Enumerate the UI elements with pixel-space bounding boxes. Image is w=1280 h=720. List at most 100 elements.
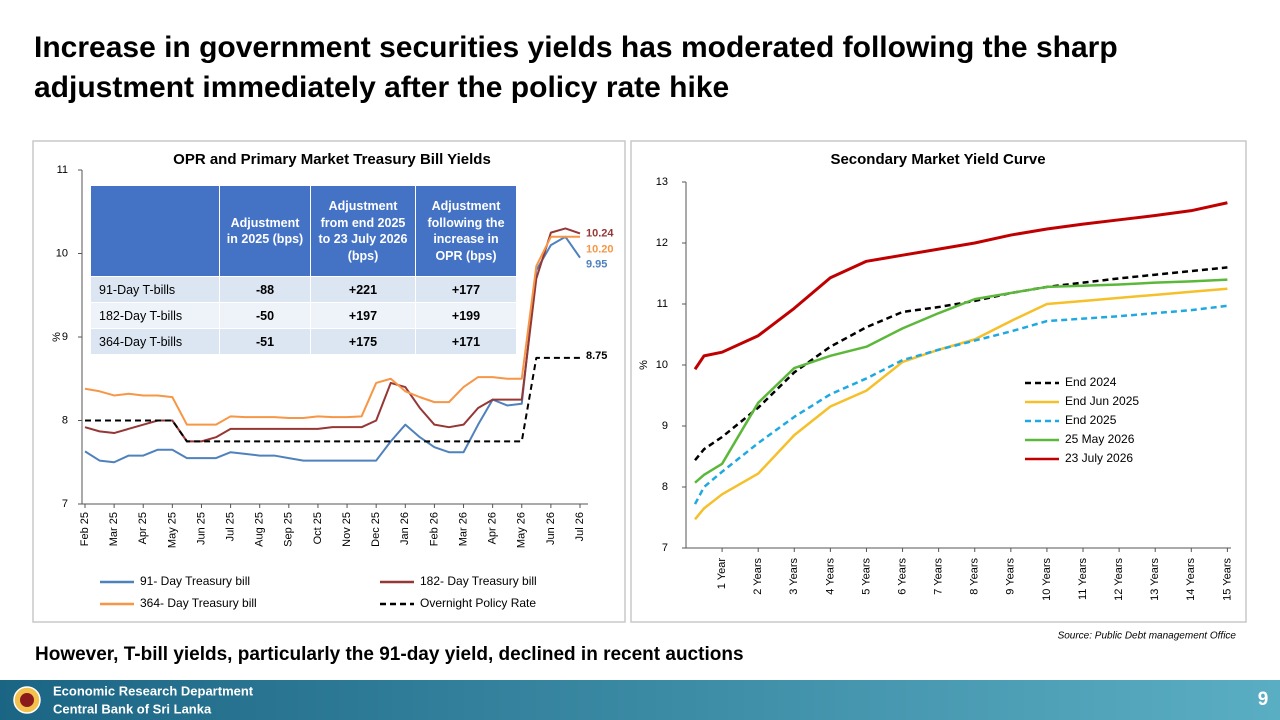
chart-title: OPR and Primary Market Treasury Bill Yie… — [173, 151, 491, 168]
conclusion-note: However, T-bill yields, particularly the… — [35, 644, 744, 665]
x-tick-label: 14 Years — [1185, 558, 1197, 601]
x-tick-label: 6 Years — [896, 558, 908, 595]
slide-title: Increase in government securities yields… — [34, 31, 1118, 104]
series-line — [694, 266, 1228, 461]
table-row: 182-Day T-bills -50 +197 +199 — [90, 302, 517, 329]
table-cell: +197 — [310, 302, 416, 329]
y-tick-label: 10 — [656, 359, 668, 371]
y-tick-label: 7 — [62, 498, 68, 510]
y-tick-label: 11 — [657, 298, 668, 310]
table-header-row: Adjustment in 2025 (bps) Adjustment from… — [90, 185, 517, 277]
x-tick-label: Jun 26 — [545, 512, 557, 545]
x-tick-label: 2 Years — [752, 558, 764, 595]
series-line — [694, 278, 1228, 484]
x-tick-label: Nov 25 — [341, 512, 353, 547]
x-tick-label: 12 Years — [1113, 558, 1125, 601]
end-value-label: 9.95 — [586, 259, 607, 271]
x-tick-label: Sep 25 — [283, 512, 295, 547]
table-body: 91-Day T-bills -88 +221 +177 182-Day T-bills… — [90, 276, 517, 355]
legend-label: 23 July 2026 — [1065, 451, 1133, 465]
y-tick-label: 10 — [56, 247, 68, 259]
table-row: 91-Day T-bills -88 +221 +177 — [90, 276, 517, 303]
legend-label: 364- Day Treasury bill — [140, 596, 257, 610]
table-cell: 364-Day T-bills — [90, 328, 220, 355]
x-tick-label: Jun 25 — [195, 512, 207, 545]
y-tick-label: 12 — [656, 237, 668, 249]
x-tick-label: 15 Years — [1221, 558, 1233, 601]
x-tick-label: Aug 25 — [254, 512, 266, 547]
table-header-cell: Adjustment in 2025 (bps) — [219, 185, 311, 277]
x-tick-label: Apr 25 — [137, 512, 149, 544]
y-axis-label: % — [51, 332, 63, 342]
y-tick-label: 9 — [62, 331, 68, 343]
table-cell: -88 — [219, 276, 311, 303]
logo-center — [20, 693, 34, 707]
x-tick-label: 9 Years — [1005, 558, 1017, 595]
legend-label: End Jun 2025 — [1065, 394, 1139, 408]
table-cell: +175 — [310, 328, 416, 355]
table-header-cell: Adjustment from end 2025 to 23 July 2026… — [310, 185, 416, 277]
footer-organization: Central Bank of Sri Lanka — [53, 701, 212, 716]
legend-label: End 2025 — [1065, 413, 1117, 427]
table-cell: 91-Day T-bills — [90, 276, 220, 303]
right-panel — [630, 140, 1247, 623]
x-tick-label: Mar 25 — [108, 512, 120, 546]
x-tick-label: 5 Years — [860, 558, 872, 595]
x-tick-label: 8 Years — [969, 558, 981, 595]
series-line — [85, 356, 580, 443]
x-tick-label: 3 Years — [788, 558, 800, 595]
table-cell: -51 — [219, 328, 311, 355]
x-tick-label: 4 Years — [824, 558, 836, 595]
end-value-label: 10.24 — [586, 227, 614, 239]
chart-title: Secondary Market Yield Curve — [830, 151, 1045, 168]
end-value-label: 10.20 — [586, 244, 614, 256]
x-tick-label: May 26 — [516, 512, 528, 548]
table-cell: -50 — [219, 302, 311, 329]
legend-label: 91- Day Treasury bill — [140, 574, 250, 588]
x-tick-label: 10 Years — [1041, 558, 1053, 601]
legend-label: 182- Day Treasury bill — [420, 574, 537, 588]
x-tick-label: Jul 26 — [574, 512, 586, 541]
series-line — [693, 304, 1228, 505]
x-tick-label: 13 Years — [1149, 558, 1161, 601]
legend-label: Overnight Policy Rate — [420, 596, 536, 610]
footer-band — [0, 680, 1280, 720]
y-tick-label: 13 — [656, 176, 668, 188]
y-axis-label: % — [638, 360, 650, 370]
x-tick-label: Feb 25 — [79, 512, 91, 546]
table-cell: +221 — [310, 276, 416, 303]
y-tick-label: 7 — [662, 542, 668, 554]
x-tick-label: Apr 26 — [487, 512, 499, 544]
legend-label: 25 May 2026 — [1065, 432, 1135, 446]
x-tick-label: Mar 26 — [457, 512, 469, 546]
y-tick-label: 8 — [62, 414, 68, 426]
x-tick-label: Dec 25 — [370, 512, 382, 547]
table-header-cell: Adjustment following the increase in OPR… — [415, 185, 517, 277]
page-number: 9 — [1258, 689, 1269, 710]
x-tick-label: Jul 25 — [224, 512, 236, 541]
series-line — [84, 235, 580, 426]
table-row: 364-Day T-bills -51 +175 +171 — [90, 328, 517, 355]
x-tick-label: Feb 26 — [428, 512, 440, 546]
table-header-cell — [90, 185, 220, 277]
y-tick-label: 11 — [57, 164, 68, 176]
source-note: Source: Public Debt management Office — [1058, 631, 1237, 642]
series-line — [693, 201, 1228, 371]
x-tick-label: 11 Years — [1077, 558, 1089, 601]
end-value-label: 8.75 — [586, 350, 607, 362]
x-tick-label: May 25 — [166, 512, 178, 548]
table-cell: +171 — [415, 328, 517, 355]
y-tick-label: 8 — [662, 481, 668, 493]
table-cell: 182-Day T-bills — [90, 302, 220, 329]
x-tick-label: 7 Years — [933, 558, 945, 595]
x-tick-label: Jan 26 — [399, 512, 411, 545]
table-cell: +199 — [415, 302, 517, 329]
adjustment-table: Adjustment in 2025 (bps) Adjustment from… — [90, 185, 517, 355]
table-cell: +177 — [415, 276, 517, 303]
x-tick-label: Oct 25 — [312, 512, 324, 544]
legend-label: End 2024 — [1065, 375, 1117, 389]
y-tick-label: 9 — [662, 420, 668, 432]
footer-department: Economic Research Department — [53, 683, 254, 698]
